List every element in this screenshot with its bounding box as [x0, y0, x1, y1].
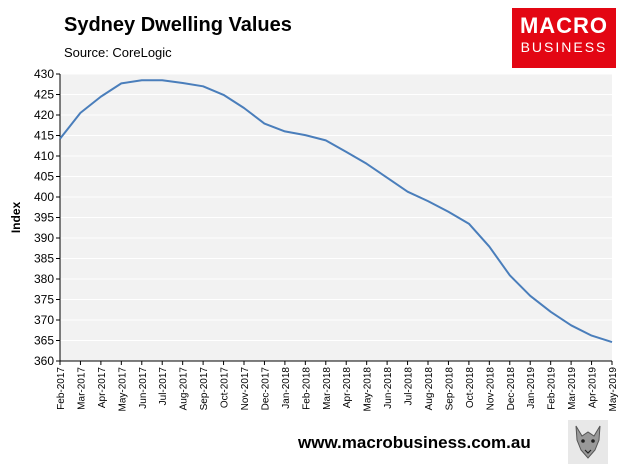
x-tick-label: Aug-2018: [424, 367, 435, 411]
y-tick-label: 370: [34, 313, 54, 327]
y-tick-label: 360: [34, 354, 54, 368]
x-tick-label: Jun-2017: [138, 367, 149, 409]
y-tick-labels: 360 365 370 375 380 385 390 395 400 405 410 415 420 4…: [34, 67, 60, 368]
x-tick-label: Sep-2018: [444, 367, 455, 411]
y-tick-label: 380: [34, 272, 54, 286]
x-tick-label: Dec-2017: [260, 367, 271, 411]
x-tick-label: May-2018: [363, 367, 374, 412]
logo-line-1: MACRO: [519, 13, 609, 38]
x-tick-label: Oct-2017: [220, 367, 231, 409]
y-tick-label: 425: [34, 88, 54, 102]
wolf-mascot-icon: [568, 420, 608, 464]
x-tick-label: Feb-2017: [56, 367, 67, 410]
x-tick-label: Jul-2017: [158, 367, 169, 406]
series-line: [59, 79, 613, 344]
x-tick-label: Mar-2018: [322, 367, 333, 410]
y-tick-label: 410: [34, 149, 54, 163]
x-tick-label: Mar-2017: [76, 367, 87, 410]
y-tick-label: 415: [34, 129, 54, 143]
x-tick-label: Jan-2019: [526, 367, 537, 409]
gridlines: [60, 73, 612, 341]
x-tick-labels: Feb-2017 Mar-2017 Apr-2017 May-2017 Jun-2017…: [56, 361, 619, 411]
x-tick-label: Sep-2017: [199, 367, 210, 411]
y-axis-label: Index: [9, 202, 23, 234]
x-tick-label: Jan-2018: [281, 367, 292, 409]
x-tick-label: Jul-2018: [404, 367, 415, 406]
x-tick-label: May-2019: [608, 367, 619, 412]
y-tick-label: 390: [34, 231, 54, 245]
footer-url: www.macrobusiness.com.au: [298, 433, 531, 452]
x-tick-label: Apr-2018: [342, 367, 353, 409]
macrobusiness-logo: MACRO BUSINESS: [512, 8, 616, 68]
logo-line-2: BUSINESS: [520, 39, 608, 55]
series-group: [59, 79, 613, 344]
y-tick-label: 385: [34, 252, 54, 266]
y-tick-label: 405: [34, 170, 54, 184]
x-tick-label: Apr-2019: [588, 367, 599, 409]
x-tick-label: Feb-2019: [547, 367, 558, 410]
x-tick-label: Apr-2017: [97, 367, 108, 409]
chart-title: Sydney Dwelling Values: [64, 14, 292, 36]
y-tick-label: 395: [34, 211, 54, 225]
x-tick-label: Dec-2018: [506, 367, 517, 411]
x-tick-label: Nov-2018: [485, 367, 496, 411]
x-tick-label: Nov-2017: [240, 367, 251, 411]
chart-source: Source: CoreLogic: [64, 45, 172, 60]
x-tick-label: Feb-2018: [301, 367, 312, 410]
x-tick-label: Mar-2019: [567, 367, 578, 410]
y-tick-label: 365: [34, 334, 54, 348]
y-tick-label: 400: [34, 190, 54, 204]
y-tick-label: 430: [34, 67, 54, 81]
x-tick-label: May-2017: [117, 367, 128, 412]
x-tick-label: Oct-2018: [465, 367, 476, 409]
y-tick-label: 375: [34, 293, 54, 307]
x-tick-label: Aug-2017: [179, 367, 190, 411]
x-tick-label: Jun-2018: [383, 367, 394, 409]
y-tick-label: 420: [34, 108, 54, 122]
